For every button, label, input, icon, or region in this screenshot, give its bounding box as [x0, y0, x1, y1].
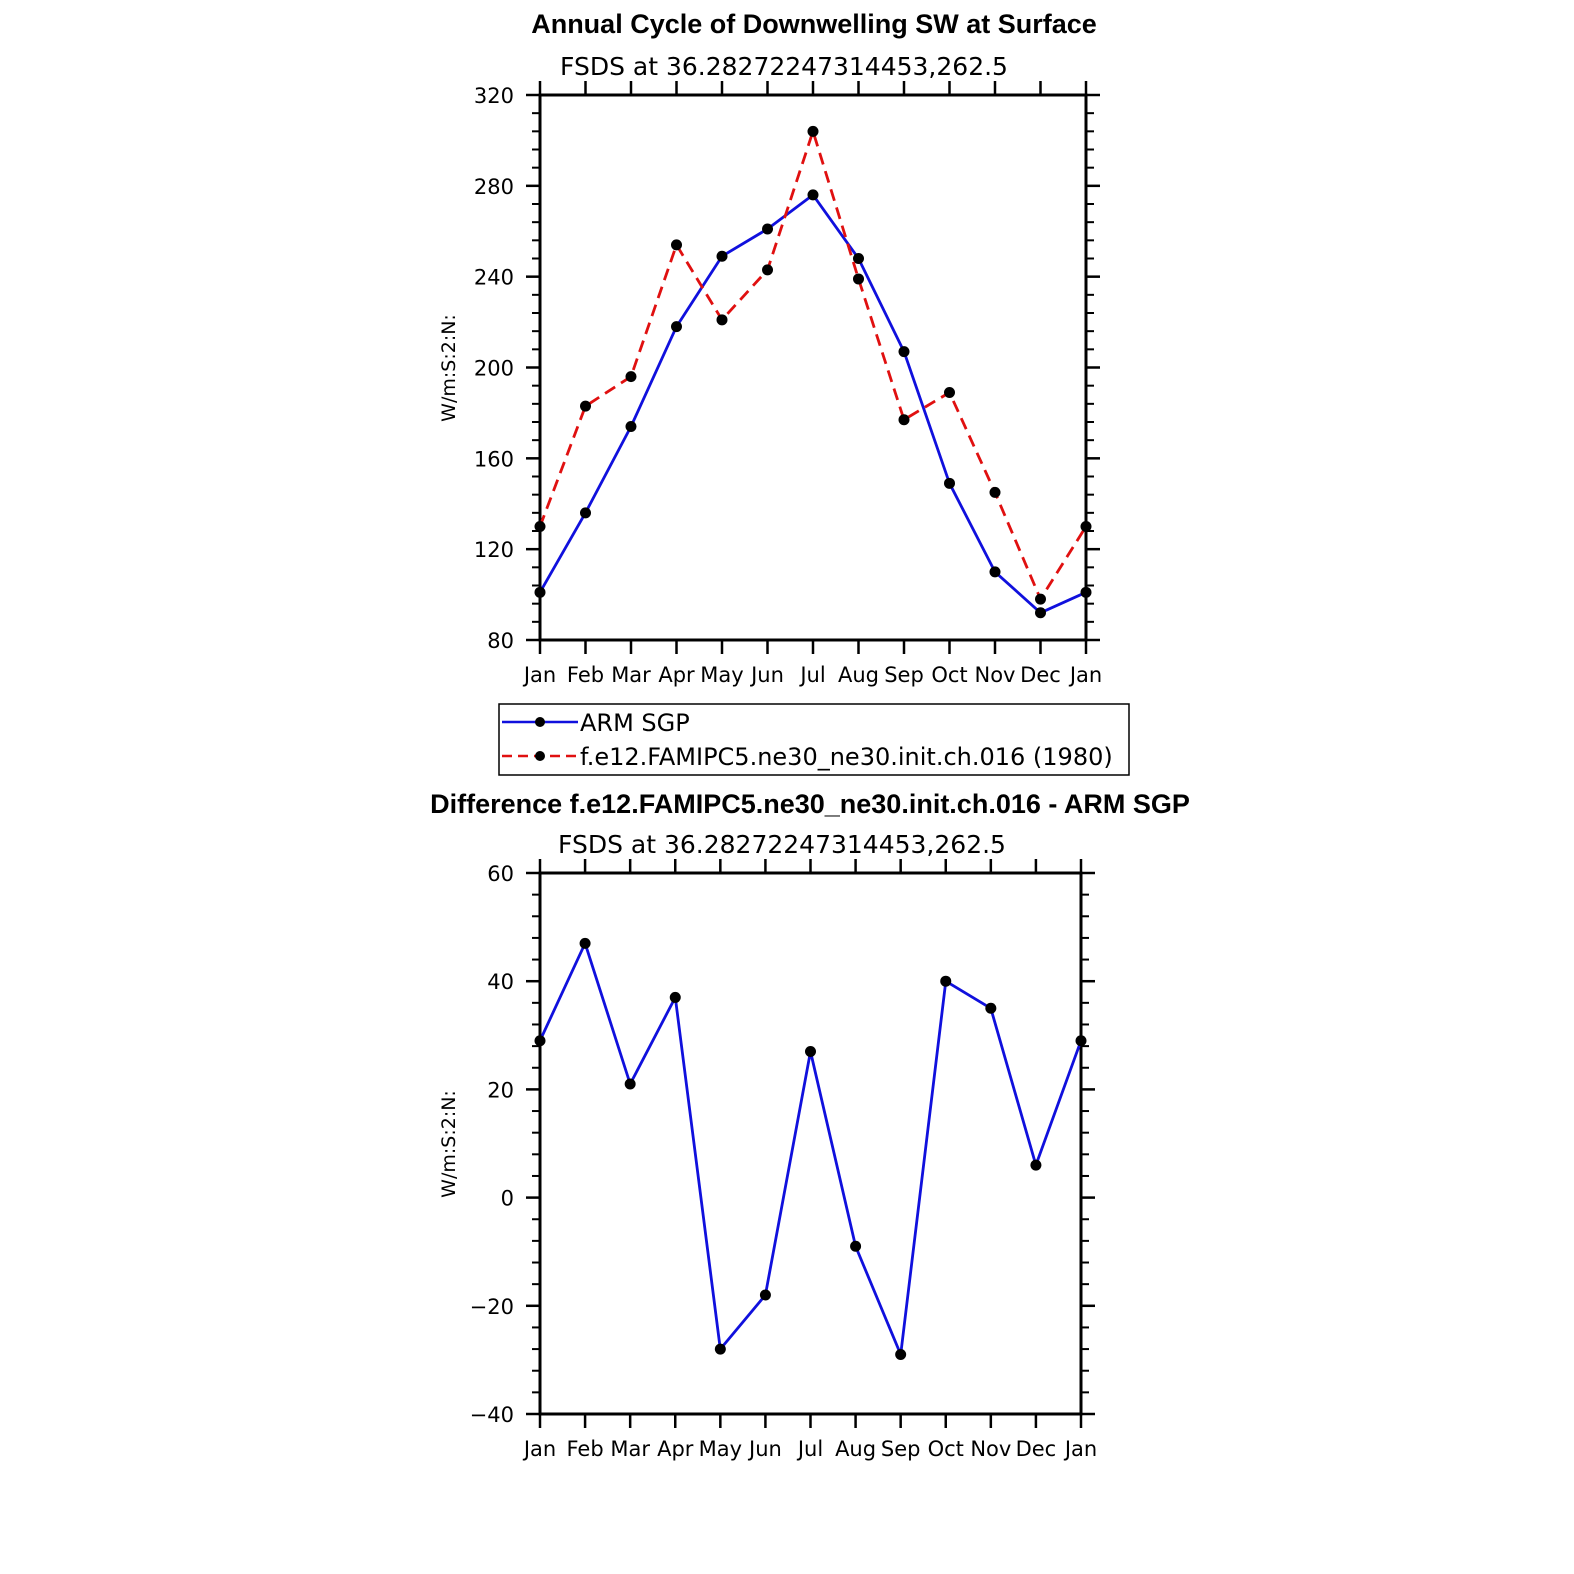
data-point — [985, 1002, 997, 1014]
data-point — [714, 1343, 726, 1355]
data-point — [989, 486, 1001, 498]
series-line-difference — [538, 941, 1083, 1356]
x-tick-label: Apr — [657, 1437, 694, 1461]
data-point — [669, 991, 681, 1003]
data-point — [1035, 607, 1046, 619]
data-point — [580, 507, 591, 519]
x-tick-label: Jan — [522, 663, 556, 687]
y-tick-label: 40 — [487, 970, 514, 994]
data-point — [534, 1035, 546, 1047]
chart1-frame — [538, 93, 1088, 642]
data-point — [898, 346, 910, 358]
data-point — [989, 566, 1001, 578]
x-tick-label: Jun — [747, 1437, 782, 1461]
data-point — [671, 321, 682, 333]
y-tick-label: 80 — [487, 629, 514, 653]
data-point — [624, 1078, 636, 1090]
legend-marker-model — [535, 751, 545, 761]
x-tick-label: Aug — [835, 1437, 876, 1461]
chart1-title: Annual Cycle of Downwelling SW at Surfac… — [531, 9, 1097, 39]
x-tick-label: Apr — [658, 663, 695, 687]
x-tick-label: May — [699, 1437, 742, 1461]
legend-label-model: f.e12.FAMIPC5.ne30_ne30.init.ch.016 (198… — [580, 743, 1113, 771]
x-tick-label: Oct — [931, 663, 967, 687]
x-tick-label: Feb — [567, 663, 604, 687]
x-tick-label: Jan — [1068, 663, 1102, 687]
chart1-plot: 80 120 160 200 240 280 320 Jan Feb Mar Apr May Jun Ju… — [474, 81, 1102, 687]
data-point — [1035, 593, 1046, 605]
data-point — [762, 223, 773, 235]
x-tick-label: Oct — [928, 1437, 964, 1461]
chart1-subtitle: FSDS at 36.28272247314453,262.5 — [560, 52, 1008, 81]
data-point — [1080, 586, 1092, 598]
y-tick-label: 320 — [474, 84, 514, 108]
chart2-ylabel: W/m:S:2:N: — [438, 1090, 460, 1198]
chart1-legend: ARM SGP f.e12.FAMIPC5.ne30_ne30.init.ch.… — [498, 703, 1130, 776]
data-point — [807, 125, 819, 137]
y-tick-label: 60 — [487, 862, 514, 886]
data-point — [580, 400, 591, 412]
data-point — [1080, 520, 1092, 532]
y-tick-label: 20 — [487, 1078, 514, 1102]
x-tick-label: Sep — [881, 1437, 921, 1461]
x-tick-label: Jul — [796, 1437, 823, 1461]
x-tick-label: Jun — [749, 663, 784, 687]
data-point — [716, 250, 728, 262]
x-tick-label: Jan — [522, 1437, 556, 1461]
data-point — [805, 1046, 816, 1058]
data-point — [940, 975, 952, 987]
data-point — [625, 371, 637, 383]
x-tick-label: Jan — [1063, 1437, 1097, 1461]
legend-marker-arm-sgp — [535, 717, 545, 727]
y-tick-label: 0 — [501, 1187, 514, 1211]
data-point — [944, 386, 955, 398]
data-point — [898, 414, 910, 426]
data-point — [759, 1289, 771, 1301]
data-point — [1030, 1159, 1042, 1171]
y-tick-label: −40 — [470, 1403, 514, 1427]
data-point — [807, 189, 819, 201]
x-tick-label: Nov — [975, 663, 1016, 687]
data-point — [762, 264, 773, 276]
x-tick-label: Mar — [610, 1437, 650, 1461]
y-tick-label: 280 — [474, 175, 514, 199]
x-tick-label: May — [700, 663, 743, 687]
y-tick-label: 240 — [474, 266, 514, 290]
data-point — [853, 273, 864, 285]
x-tick-label: Dec — [1016, 1437, 1057, 1461]
series-line-f-e12-famipc5-ne30-ne30-init-ch-016-1980- — [538, 129, 1088, 601]
data-point — [895, 1348, 907, 1360]
data-point — [579, 937, 591, 949]
x-tick-label: Sep — [884, 663, 924, 687]
chart2-subtitle: FSDS at 36.28272247314453,262.5 — [558, 830, 1006, 859]
data-point — [534, 520, 546, 532]
x-tick-label: Jul — [798, 663, 825, 687]
data-point — [944, 477, 955, 489]
data-point — [1075, 1035, 1087, 1047]
x-tick-label: Dec — [1020, 663, 1061, 687]
data-point — [671, 239, 682, 251]
legend-box — [498, 703, 1130, 776]
data-point — [850, 1240, 862, 1252]
x-tick-label: Feb — [566, 1437, 603, 1461]
series-line-arm-sgp — [538, 193, 1087, 615]
data-point — [716, 314, 728, 326]
x-tick-label: Nov — [970, 1437, 1011, 1461]
chart2-plot: −40 −20 0 20 40 60 Jan Feb Mar Apr May Jun Jul Aug Sep… — [470, 859, 1097, 1461]
y-tick-label: −20 — [470, 1295, 514, 1319]
chart1-ylabel: W/m:S:2:N: — [438, 314, 460, 422]
chart2-title: Difference f.e12.FAMIPC5.ne30_ne30.init.… — [430, 789, 1190, 819]
chart2-frame — [538, 871, 1083, 1416]
y-tick-label: 120 — [474, 538, 514, 562]
x-tick-label: Aug — [838, 663, 879, 687]
y-tick-label: 200 — [474, 357, 514, 381]
data-point — [625, 421, 637, 433]
y-tick-label: 160 — [474, 447, 514, 471]
legend-label-arm-sgp: ARM SGP — [580, 709, 690, 737]
data-point — [853, 253, 864, 264]
data-point — [534, 586, 546, 598]
x-tick-label: Mar — [611, 663, 651, 687]
